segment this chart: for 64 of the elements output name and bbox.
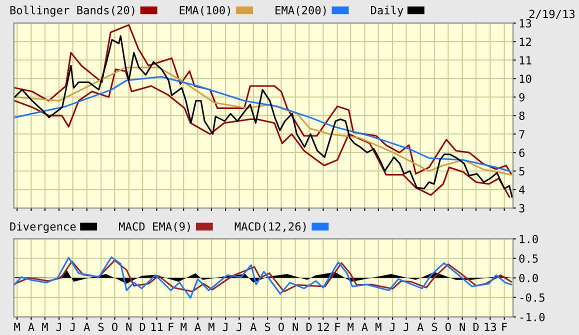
x-tick-label: A xyxy=(28,322,34,331)
x-tick-label: 11 xyxy=(151,322,163,331)
line-series xyxy=(14,35,513,198)
x-tick-label: F xyxy=(502,322,508,331)
x-tick-label: N xyxy=(126,322,132,331)
x-tick-label: M xyxy=(208,322,214,331)
x-tick-label: O xyxy=(112,322,118,332)
x-tick-label: S xyxy=(264,322,270,332)
x-tick-label: D xyxy=(140,322,146,331)
x-tick-label: J xyxy=(403,322,408,332)
legend-label: Bollinger Bands(20) xyxy=(10,6,134,17)
x-tick-label: A xyxy=(250,322,257,331)
y-tick-label: 7 xyxy=(519,130,524,138)
x-tick-label: S xyxy=(98,322,104,332)
text: 2/19/13 xyxy=(529,10,575,20)
y-tick-label: 5 xyxy=(519,167,524,176)
x-tick-label: N xyxy=(292,322,298,331)
y-tick-label: 11 xyxy=(520,56,532,64)
x-tick-label: M xyxy=(42,322,48,331)
y-tick-label: 10 xyxy=(520,74,532,83)
x-tick-label: M xyxy=(14,322,20,331)
line-series xyxy=(14,260,512,292)
x-tick-label: D xyxy=(473,322,479,331)
y-tick-label: 1.0 xyxy=(520,234,538,244)
x-tick-label: M xyxy=(376,322,382,331)
x-tick-label: F xyxy=(168,322,174,331)
x-tick-label: M xyxy=(180,322,186,331)
x-tick-label: S xyxy=(432,322,438,332)
x-tick-label: J xyxy=(56,322,61,332)
legend-label: Daily xyxy=(371,6,404,17)
x-tick-label: A xyxy=(362,322,368,331)
legend-label: MACD(12,26) xyxy=(234,222,306,232)
x-tick-label: J xyxy=(70,322,75,332)
x-tick-label: F xyxy=(335,322,340,331)
x-tick-label: O xyxy=(278,322,284,332)
x-tick-label: D xyxy=(306,322,312,331)
x-tick-label: J xyxy=(390,322,394,332)
y-tick-label: 3 xyxy=(519,204,524,212)
x-tick-label: A xyxy=(417,322,424,331)
x-tick-label: N xyxy=(460,322,465,331)
y-tick-label: 12 xyxy=(520,38,531,46)
y-tick-label: -1.0 xyxy=(520,312,545,322)
x-tick-label: A xyxy=(194,322,201,331)
legend-label: EMA(200) xyxy=(276,6,326,16)
y-tick-label: 0.5 xyxy=(519,254,538,263)
line-series xyxy=(14,68,510,198)
y-tick-label: 9 xyxy=(519,93,524,102)
x-tick-label: J xyxy=(222,322,228,332)
x-tick-label: 13 xyxy=(484,322,496,332)
x-tick-label: O xyxy=(446,322,451,332)
y-tick-label: -0.5 xyxy=(520,293,544,302)
legend-label: EMA(100) xyxy=(180,6,230,16)
y-tick-label: 4 xyxy=(519,186,525,194)
y-tick-label: 6 xyxy=(519,148,525,157)
x-tick-label: A xyxy=(84,322,90,331)
legend-label: MACD EMA(9) xyxy=(119,222,190,232)
y-tick-label: 13 xyxy=(520,19,532,28)
x-tick-label: 12 xyxy=(318,322,329,331)
legend-label: Divergence xyxy=(10,222,76,233)
x-tick-label: M xyxy=(348,322,354,331)
y-tick-label: 8 xyxy=(519,112,525,120)
line-series xyxy=(14,256,512,299)
y-tick-label: 0.0 xyxy=(519,274,538,282)
x-tick-label: J xyxy=(236,322,242,332)
